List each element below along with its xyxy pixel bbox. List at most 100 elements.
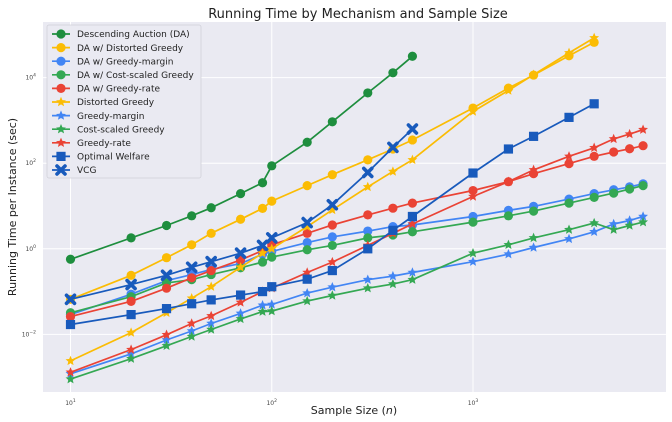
- x-tick-base: 10: [65, 400, 73, 407]
- legend-star-marker: [56, 110, 66, 120]
- x-tick-exponent: 2: [274, 398, 277, 404]
- data-point-star-marker: [161, 329, 172, 339]
- data-point-star-marker: [186, 318, 197, 328]
- y-tick-base: 10: [25, 246, 33, 253]
- data-point-star-marker: [302, 295, 313, 306]
- data-point-circle-marker: [528, 206, 539, 216]
- data-point-circle-marker: [327, 240, 337, 251]
- data-point-star-marker: [468, 191, 478, 201]
- y-tick-base: 10: [25, 75, 33, 82]
- data-point-star-marker: [362, 283, 373, 293]
- data-point-star-marker: [564, 224, 574, 234]
- data-point-star-marker: [407, 267, 418, 277]
- data-point-x-marker: [361, 166, 374, 179]
- legend-circle-marker: [56, 43, 66, 53]
- legend-entry: DA w/ Distorted Greedy: [52, 43, 184, 54]
- data-point-star-marker: [257, 247, 268, 258]
- data-point-circle-marker: [257, 203, 268, 213]
- data-point-star-marker: [564, 47, 574, 58]
- data-point-circle-marker: [407, 198, 418, 208]
- data-point-star-marker: [235, 313, 246, 324]
- data-point-circle-marker: [327, 220, 337, 230]
- data-point-square-marker: [503, 144, 514, 154]
- data-point-star-marker: [468, 256, 478, 266]
- data-point-star-marker: [407, 154, 418, 165]
- data-point-star-marker: [327, 281, 338, 292]
- data-point-star-marker: [186, 325, 197, 336]
- data-point-star-marker: [126, 353, 137, 363]
- data-point-circle-marker: [126, 270, 136, 280]
- data-point-square-marker: [267, 282, 277, 292]
- data-point-circle-marker: [302, 228, 312, 238]
- data-point-star-marker: [126, 348, 137, 359]
- legend-label: VCG: [77, 166, 96, 176]
- data-point-star-marker: [302, 267, 313, 277]
- data-point-star-marker: [624, 220, 635, 230]
- legend-entry: Optimal Welfare: [52, 151, 150, 163]
- data-point-square-marker: [564, 112, 574, 122]
- data-point-circle-marker: [468, 217, 478, 227]
- data-point-square-marker: [589, 99, 599, 109]
- data-point-star-marker: [564, 233, 574, 244]
- data-point-star-marker: [327, 204, 338, 215]
- data-point-square-marker: [388, 225, 398, 235]
- data-point-circle-marker: [327, 170, 337, 180]
- data-point-circle-marker: [609, 147, 619, 157]
- data-point-circle-marker: [363, 226, 373, 236]
- data-point-circle-marker: [235, 214, 246, 224]
- legend-circle-marker: [56, 56, 66, 66]
- data-point-star-marker: [65, 367, 76, 377]
- series-vcg: [64, 123, 419, 306]
- data-point-star-marker: [266, 243, 277, 254]
- data-point-star-marker: [503, 239, 514, 250]
- data-point-square-marker: [468, 168, 478, 178]
- data-point-square-marker: [126, 309, 136, 320]
- data-point-star-marker: [387, 166, 398, 176]
- data-point-circle-marker: [187, 273, 197, 283]
- data-point-star-marker: [206, 318, 217, 328]
- data-point-star-marker: [327, 256, 338, 267]
- legend-label: Optimal Welfare: [77, 153, 150, 163]
- data-point-star-marker: [302, 287, 313, 298]
- data-point-star-marker: [235, 308, 246, 318]
- data-point-star-marker: [65, 373, 76, 384]
- series-lines: [64, 32, 649, 384]
- data-point-circle-marker: [161, 253, 172, 263]
- x-tick-label: 102: [266, 398, 277, 407]
- data-point-x-marker: [160, 269, 173, 282]
- legend-circle-marker: [56, 29, 66, 39]
- data-point-x-marker: [256, 239, 269, 252]
- data-point-square-marker: [327, 265, 337, 276]
- data-point-square-marker: [363, 244, 373, 254]
- legend-label: Distorted Greedy: [77, 98, 155, 108]
- data-point-star-marker: [624, 215, 635, 225]
- data-point-circle-marker: [327, 117, 337, 127]
- data-point-square-marker: [206, 295, 216, 305]
- legend-entry: Descending Auction (DA): [52, 29, 190, 40]
- data-point-circle-marker: [206, 265, 216, 276]
- legend-circle-marker: [56, 70, 66, 80]
- data-point-circle-marker: [564, 198, 574, 208]
- data-point-circle-marker: [267, 252, 277, 262]
- data-point-square-marker: [528, 131, 539, 141]
- data-point-square-marker: [187, 299, 197, 309]
- data-point-x-marker: [301, 216, 313, 229]
- data-point-star-marker: [503, 176, 514, 186]
- data-point-star-marker: [235, 262, 246, 272]
- data-point-circle-marker: [609, 188, 619, 198]
- data-point-star-marker: [362, 181, 373, 192]
- legend-label: DA w/ Greedy-rate: [77, 85, 160, 95]
- data-point-circle-marker: [187, 240, 197, 250]
- data-point-star-marker: [528, 232, 539, 243]
- legend-label: Cost-scaled Greedy: [77, 125, 165, 135]
- data-point-circle-marker: [257, 178, 268, 188]
- data-point-star-marker: [407, 218, 418, 229]
- data-point-circle-marker: [363, 88, 373, 98]
- x-tick-label: 101: [65, 398, 76, 407]
- data-point-square-marker: [407, 211, 418, 222]
- data-point-star-marker: [302, 221, 313, 231]
- data-point-x-marker: [64, 293, 77, 306]
- series-cost-scaled-greedy: [65, 216, 649, 384]
- y-tick-label: 100: [25, 244, 36, 253]
- legend-square-marker: [56, 151, 66, 161]
